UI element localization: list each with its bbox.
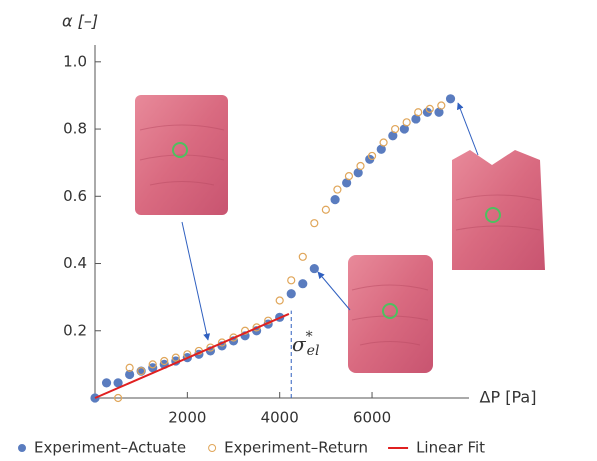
data-point xyxy=(403,119,410,126)
data-point xyxy=(287,290,295,298)
y-tick-label: 0.8 xyxy=(63,120,87,138)
data-point xyxy=(380,139,387,146)
annotation: σ*el xyxy=(292,329,319,359)
x-tick-label: 4000 xyxy=(261,409,299,427)
data-point xyxy=(288,277,295,284)
photo xyxy=(135,95,228,215)
data-point xyxy=(311,220,318,227)
data-point xyxy=(103,379,111,387)
legend-label: Experiment–Actuate xyxy=(34,439,186,457)
y-tick-label: 0.6 xyxy=(63,187,87,205)
arrow xyxy=(182,222,208,340)
photo xyxy=(348,255,433,373)
data-point xyxy=(334,186,341,193)
data-point xyxy=(357,163,364,170)
legend-swatch xyxy=(19,445,26,452)
data-point xyxy=(299,253,306,260)
data-point xyxy=(299,280,307,288)
arrow xyxy=(318,272,350,310)
photo xyxy=(452,150,545,270)
y-tick-label: 0.4 xyxy=(63,254,87,272)
legend-swatch xyxy=(209,445,216,452)
data-point xyxy=(322,206,329,213)
y-tick-label: 0.2 xyxy=(63,321,87,339)
data-point xyxy=(447,95,455,103)
fit-line xyxy=(95,314,289,398)
y-tick-label: 1.0 xyxy=(63,52,87,70)
data-point xyxy=(310,265,318,273)
x-axis-label: ΔP [Pa] xyxy=(480,388,537,407)
data-point xyxy=(415,109,422,116)
x-tick-label: 2000 xyxy=(168,409,206,427)
legend-label: Linear Fit xyxy=(416,439,485,457)
data-point xyxy=(276,297,283,304)
chart: α [–] ΔP [Pa] σ*el 2000 4000 6000 0.2 0.4 0.6… xyxy=(0,0,597,461)
data-point xyxy=(114,379,122,387)
data-point xyxy=(392,126,399,133)
data-point xyxy=(438,102,445,109)
y-axis-label: α [–] xyxy=(62,12,98,31)
arrow xyxy=(458,103,478,155)
x-tick-label: 6000 xyxy=(353,409,391,427)
legend-label: Experiment–Return xyxy=(224,439,368,457)
data-point xyxy=(345,173,352,180)
data-point xyxy=(331,196,339,204)
